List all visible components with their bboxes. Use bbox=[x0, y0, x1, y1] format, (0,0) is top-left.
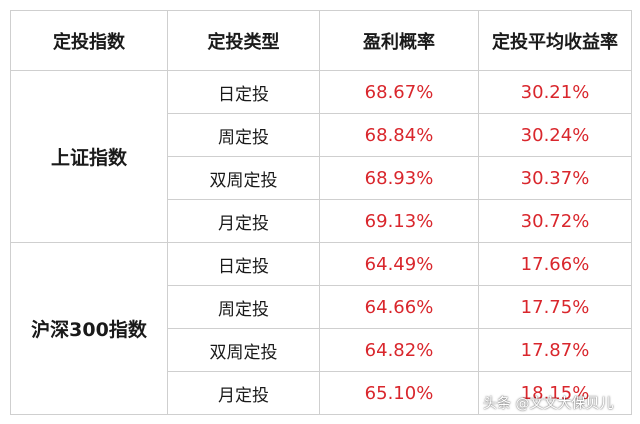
type-cell: 日定投 bbox=[167, 242, 320, 286]
probability-cell: 69.13% bbox=[319, 199, 479, 243]
table-row: 双周定投 64.82% 17.87% bbox=[11, 328, 632, 372]
header-type: 定投类型 bbox=[167, 10, 320, 71]
table-row: 月定投 69.13% 30.72% bbox=[11, 199, 632, 243]
probability-cell: 64.66% bbox=[319, 285, 479, 329]
header-probability: 盈利概率 bbox=[319, 10, 479, 71]
avg-return-cell: 30.37% bbox=[478, 156, 632, 200]
watermark: 头条 @文文大保贝儿 bbox=[483, 396, 614, 412]
avg-return-cell: 30.72% bbox=[478, 199, 632, 243]
type-cell: 双周定投 bbox=[167, 328, 320, 372]
avg-return-cell: 18.15% bbox=[478, 371, 632, 415]
table-row: 双周定投 68.93% 30.37% bbox=[11, 156, 632, 200]
type-cell: 月定投 bbox=[167, 371, 320, 415]
type-cell: 日定投 bbox=[167, 70, 320, 114]
table-row: 月定投 65.10% 18.15% bbox=[11, 371, 632, 415]
probability-cell: 68.67% bbox=[319, 70, 479, 114]
avg-return-cell: 17.75% bbox=[478, 285, 632, 329]
investment-table: 定投指数 定投类型 盈利概率 定投平均收益率 上证指数 日定投 68.67% 3… bbox=[10, 10, 632, 415]
probability-cell: 64.82% bbox=[319, 328, 479, 372]
type-cell: 月定投 bbox=[167, 199, 320, 243]
index-name-cell: 上证指数 bbox=[10, 70, 168, 243]
avg-return-cell: 30.21% bbox=[478, 70, 632, 114]
table-row: 沪深300指数 日定投 64.49% 17.66% bbox=[10, 242, 632, 415]
table-row: 周定投 64.66% 17.75% bbox=[11, 285, 632, 329]
avg-return-cell: 30.24% bbox=[478, 113, 632, 157]
avg-return-cell: 17.87% bbox=[478, 328, 632, 372]
type-cell: 周定投 bbox=[167, 285, 320, 329]
header-avg-return: 定投平均收益率 bbox=[478, 10, 632, 71]
avg-return-cell: 17.66% bbox=[478, 242, 632, 286]
probability-cell: 65.10% bbox=[319, 371, 479, 415]
table-row: 上证指数 日定投 68.67% 30.21% bbox=[10, 70, 632, 243]
header-index: 定投指数 bbox=[10, 10, 168, 71]
type-cell: 周定投 bbox=[167, 113, 320, 157]
table-row: 周定投 68.84% 30.24% bbox=[11, 113, 632, 157]
probability-cell: 64.49% bbox=[319, 242, 479, 286]
probability-cell: 68.84% bbox=[319, 113, 479, 157]
table-container: 定投指数 定投类型 盈利概率 定投平均收益率 上证指数 日定投 68.67% 3… bbox=[10, 10, 632, 424]
probability-cell: 68.93% bbox=[319, 156, 479, 200]
index-name-cell: 沪深300指数 bbox=[10, 242, 168, 415]
header-row: 定投指数 定投类型 盈利概率 定投平均收益率 bbox=[10, 10, 632, 71]
type-cell: 双周定投 bbox=[167, 156, 320, 200]
